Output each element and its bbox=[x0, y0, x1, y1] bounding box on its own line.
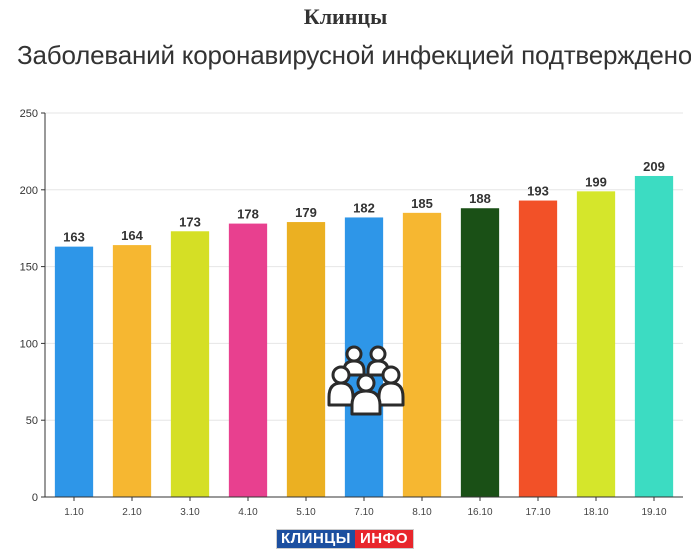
y-tick-label: 50 bbox=[26, 415, 38, 427]
bar bbox=[634, 175, 674, 497]
bar bbox=[576, 191, 616, 497]
x-tick-label: 3.10 bbox=[180, 507, 200, 518]
bar bbox=[54, 246, 94, 497]
chart-title: Заболеваний коронавирусной инфекцией под… bbox=[17, 40, 691, 70]
x-tick-label: 7.10 bbox=[354, 507, 374, 518]
x-tick-label: 5.10 bbox=[296, 507, 316, 518]
bar bbox=[228, 223, 268, 498]
x-tick-label: 2.10 bbox=[122, 507, 142, 518]
x-tick-label: 19.10 bbox=[641, 507, 666, 518]
bar bbox=[170, 231, 210, 497]
data-label: 163 bbox=[63, 230, 85, 245]
data-label: 179 bbox=[295, 205, 317, 220]
x-tick-label: 4.10 bbox=[238, 507, 258, 518]
data-label: 185 bbox=[411, 196, 433, 211]
bar bbox=[286, 222, 326, 497]
bar bbox=[518, 200, 558, 497]
data-label: 188 bbox=[469, 191, 491, 206]
people-group-icon bbox=[327, 345, 405, 416]
data-label: 209 bbox=[643, 159, 665, 174]
data-label: 178 bbox=[237, 207, 259, 222]
logo-left-text: КЛИНЦЫ bbox=[277, 530, 355, 548]
site-logo[interactable]: КЛИНЦЫ ИНФО bbox=[276, 529, 415, 549]
x-tick-label: 8.10 bbox=[412, 507, 432, 518]
y-tick-label: 150 bbox=[20, 262, 38, 274]
x-tick-label: 18.10 bbox=[583, 507, 608, 518]
data-label: 199 bbox=[585, 174, 607, 189]
y-tick-label: 0 bbox=[32, 492, 38, 504]
y-tick-label: 200 bbox=[20, 185, 38, 197]
bar bbox=[402, 212, 442, 497]
logo-right-text: ИНФО bbox=[354, 530, 414, 548]
bar bbox=[460, 208, 500, 497]
bar bbox=[112, 245, 152, 497]
data-label: 164 bbox=[121, 228, 143, 243]
data-label: 173 bbox=[179, 214, 201, 229]
x-tick-label: 1.10 bbox=[64, 507, 84, 518]
page-title: Клинцы bbox=[303, 4, 388, 29]
x-tick-label: 17.10 bbox=[525, 507, 550, 518]
data-label: 193 bbox=[527, 184, 549, 199]
y-tick-label: 250 bbox=[20, 108, 38, 120]
axes: 0 50 100 150 200 250 1.10 2.10 3.10 4.10 5.10 7.10 8… bbox=[20, 108, 683, 518]
bars: 163 164 173 178 179 182 185 188 193 199 209 bbox=[54, 159, 674, 498]
x-tick-label: 16.10 bbox=[467, 507, 492, 518]
y-tick-label: 100 bbox=[20, 338, 38, 350]
data-label: 182 bbox=[353, 200, 375, 215]
